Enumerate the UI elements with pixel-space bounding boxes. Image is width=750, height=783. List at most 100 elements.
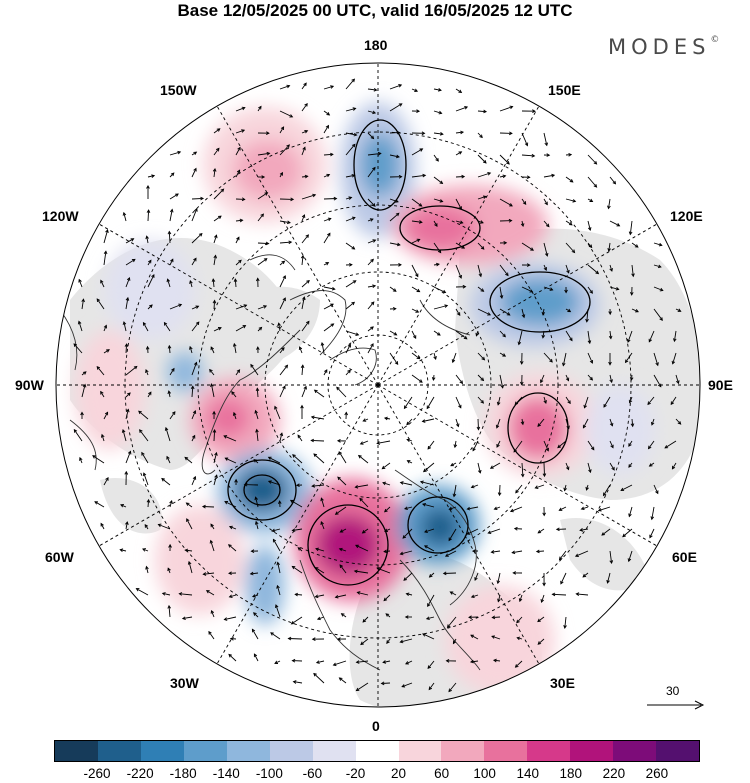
wind-vector (336, 386, 347, 398)
wind-vector-head (151, 274, 155, 278)
map-title: Base 12/05/2025 00 UTC, valid 16/05/2025… (177, 1, 573, 20)
wind-vector (477, 154, 487, 164)
wind-vector-head (302, 296, 306, 301)
wind-vector-head (357, 454, 362, 459)
wind-vector (158, 524, 171, 530)
wind-vector (448, 682, 457, 692)
colorbar-segment (656, 741, 700, 761)
wind-vector (213, 128, 221, 134)
positive-anomaly-centralasia-core (508, 396, 568, 460)
wind-vector-head (677, 421, 682, 425)
wind-vector-head (482, 159, 487, 164)
wind-vector-head (477, 469, 482, 474)
wind-vector-head (567, 308, 572, 313)
wind-vector (651, 506, 655, 520)
wind-vector-head (543, 400, 547, 405)
wind-vector-head (514, 401, 519, 406)
wind-vector (100, 391, 105, 398)
wind-vector (537, 528, 545, 534)
wind-vector-head (146, 184, 150, 189)
wind-vector-head (370, 258, 374, 263)
wind-vector-head (627, 558, 632, 563)
wind-vector-head (499, 295, 504, 300)
wind-vector (191, 386, 194, 398)
wind-vector-head (423, 545, 428, 549)
wind-vector-head (560, 580, 564, 585)
colorbar-tick-label: -140 (212, 766, 240, 781)
wind-vector (609, 264, 613, 272)
wind-vector-head (282, 385, 286, 390)
wind-vector-head (629, 377, 634, 381)
wind-vector-head (325, 124, 329, 129)
wind-vector-head (227, 544, 232, 548)
wind-vector (510, 506, 523, 512)
wind-vector (147, 499, 150, 508)
wind-vector-head (399, 639, 404, 644)
wind-vector (543, 198, 548, 205)
wind-vector-head (446, 624, 451, 629)
wind-vector (608, 198, 611, 209)
wind-vector (377, 440, 391, 444)
wind-vector-head (290, 197, 295, 202)
wind-vector-head (201, 504, 206, 509)
wind-vector (402, 528, 413, 539)
wind-vector (168, 391, 171, 398)
wind-vector (536, 550, 545, 553)
wind-vector-head (170, 258, 174, 263)
wind-vector (323, 286, 335, 290)
wind-vector (404, 506, 413, 510)
wind-vector-head (392, 306, 397, 311)
wind-vector-head (302, 146, 306, 151)
wind-vector-head (310, 415, 315, 420)
wind-vector (125, 521, 128, 530)
wind-vector (648, 440, 655, 449)
wind-vector-head (458, 404, 462, 409)
lon-label-150e: 150E (548, 82, 581, 98)
wind-vector (169, 193, 179, 200)
lon-label-30w: 30W (170, 675, 199, 691)
colorbar-tick-label: 60 (434, 766, 450, 781)
wind-vector-head (292, 454, 296, 458)
wind-vector-head (582, 424, 587, 429)
wind-vector-head (396, 130, 401, 135)
wind-vector-head (563, 487, 567, 492)
wind-vector (474, 572, 479, 581)
wind-vector (609, 176, 616, 185)
wind-vector (210, 540, 215, 552)
wind-vector (81, 299, 84, 310)
wind-vector (580, 528, 589, 531)
wind-vector (255, 410, 259, 420)
wind-vector-head (242, 325, 247, 329)
wind-vector (455, 374, 463, 384)
wind-vector-head (537, 529, 542, 534)
wind-vector-head (386, 640, 390, 644)
wind-vector (404, 396, 413, 409)
wind-vector (323, 198, 337, 200)
wind-vector (301, 255, 304, 266)
wind-vector-head (517, 341, 522, 346)
wind-vector (401, 682, 413, 688)
wind-vector-head (496, 401, 501, 406)
wind-vector-head (355, 332, 360, 336)
wind-vector (587, 154, 597, 165)
wind-vector (381, 682, 391, 684)
wind-vector (564, 616, 567, 629)
wind-vector-head (491, 635, 495, 639)
wind-vector-head (489, 465, 494, 469)
wind-vector-head (383, 508, 388, 513)
wind-vector-head (277, 322, 281, 327)
positive-anomaly-atlantic-south (155, 505, 245, 615)
wind-vector (494, 506, 501, 510)
wind-vector-head (610, 444, 614, 449)
wind-vector-head (279, 432, 284, 437)
wind-vector-head (228, 525, 233, 530)
colorbar-tick-label: 140 (516, 766, 539, 781)
wind-vector (147, 210, 150, 222)
wind-vector (211, 610, 215, 618)
wind-vector (598, 506, 611, 512)
wind-vector-head (372, 166, 376, 171)
wind-vector-head (286, 220, 291, 225)
wind-vector (213, 327, 222, 332)
wind-vector (141, 452, 149, 464)
wind-vector-head (253, 612, 257, 616)
